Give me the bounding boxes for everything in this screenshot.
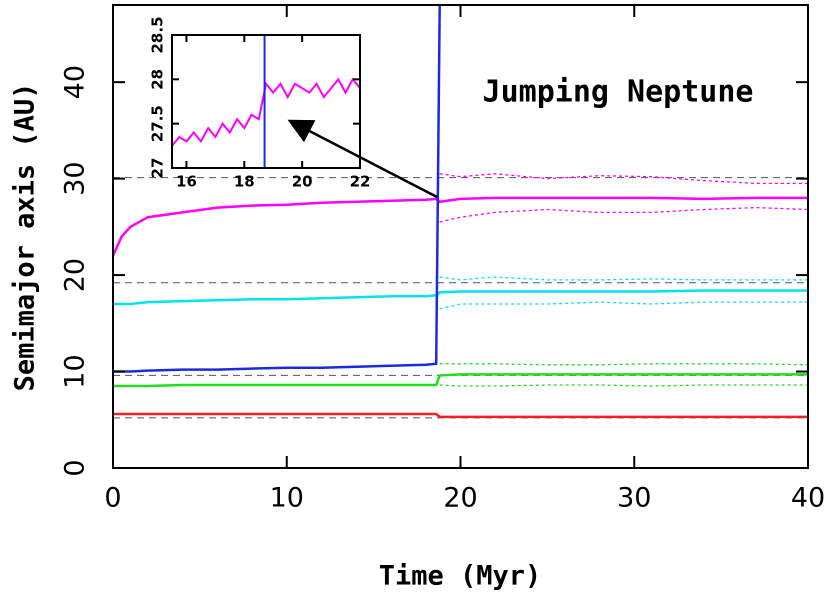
x-axis-label: Time (Myr): [379, 561, 542, 592]
plot-area: [172, 35, 360, 168]
y-tick-label: 0: [60, 459, 91, 476]
y-tick-label: 30: [60, 161, 91, 195]
y-tick-label: 20: [60, 258, 91, 292]
arrow: [287, 119, 438, 199]
y-tick-label: 28: [149, 69, 167, 90]
dotted-line: [439, 384, 808, 387]
x-tick-label: 18: [234, 173, 255, 191]
y-tick-label: 40: [60, 65, 91, 99]
dotted-line: [439, 301, 808, 310]
x-tick-label: 16: [176, 173, 197, 191]
series-line: [172, 77, 360, 147]
y-tick-label: 10: [60, 354, 91, 388]
series-line: [113, 5, 441, 373]
dotted-line: [439, 173, 808, 185]
x-tick-label: 20: [443, 483, 477, 514]
x-tick-label: 30: [617, 483, 651, 514]
x-tick-label: 10: [270, 483, 304, 514]
series-line: [113, 412, 808, 419]
series-line: [113, 289, 808, 306]
x-tick-label: 40: [791, 483, 825, 514]
x-tick-label: 0: [104, 483, 121, 514]
dotted-line: [439, 363, 808, 366]
series-line: [113, 196, 808, 257]
x-tick-label: 20: [292, 173, 313, 191]
y-tick-label: 28.5: [149, 16, 167, 53]
x-tick-label: 22: [350, 173, 371, 191]
plot-frame: [171, 34, 361, 169]
y-tick-label: 27.5: [149, 105, 167, 142]
dotted-line: [439, 276, 808, 281]
y-axis-label: Semimajor axis (AU): [10, 83, 41, 392]
annotation: Jumping Neptune: [483, 75, 754, 110]
y-tick-label: 27: [149, 158, 167, 179]
series-line: [113, 373, 808, 388]
